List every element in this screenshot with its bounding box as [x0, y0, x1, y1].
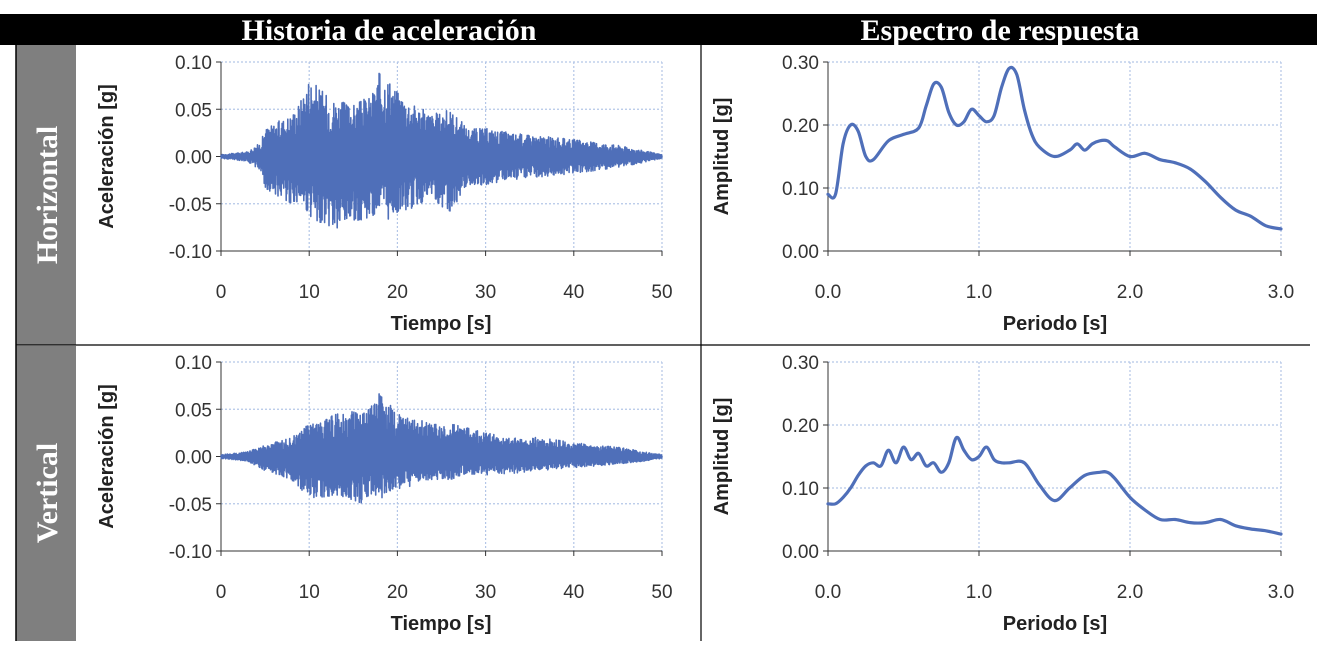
y-tick-label: 0.00	[175, 148, 212, 169]
chart-vertical-acceleration: -0.10 -0.05 0.00 0.05 0.10 0 10 20 30 40 50 Tiempo …	[96, 353, 673, 635]
y-axis-title: Amplitud [g]	[711, 398, 733, 516]
x-tick-label: 30	[475, 282, 496, 303]
y-tick-label: 0.05	[175, 400, 212, 421]
x-tick-label: 20	[387, 282, 408, 303]
x-tick-label: 40	[563, 282, 584, 303]
y-tick-label: 0.10	[175, 53, 212, 74]
y-tick-label: -0.10	[169, 242, 212, 263]
row-label-cell-vertical	[16, 346, 76, 641]
y-tick-label: -0.05	[169, 495, 212, 516]
x-tick-label: 0.0	[815, 582, 841, 603]
y-tick-label: 0.10	[782, 179, 819, 200]
x-axis-title: Tiempo [s]	[391, 313, 492, 335]
x-tick-label: 1.0	[966, 282, 992, 303]
x-tick-label: 0	[216, 582, 227, 603]
y-tick-label: 0.10	[175, 353, 212, 374]
y-tick-label: -0.10	[169, 542, 212, 563]
y-axis-title: Amplitud [g]	[711, 98, 733, 216]
right-column-header: Espectro de respuesta	[861, 14, 1140, 47]
x-tick-label: 40	[563, 582, 584, 603]
x-tick-label: 2.0	[1117, 282, 1143, 303]
x-tick-label: 2.0	[1117, 582, 1143, 603]
series-line	[220, 393, 663, 504]
y-tick-label: 0.00	[175, 448, 212, 469]
y-tick-label: 0.00	[782, 542, 819, 563]
x-tick-label: 3.0	[1268, 282, 1294, 303]
row-label-vertical: Vertical	[31, 443, 64, 544]
y-tick-label: 0.05	[175, 100, 212, 121]
y-axis-title: Aceleración [g]	[96, 84, 118, 228]
y-tick-label: 0.30	[782, 53, 819, 74]
x-tick-label: 0	[216, 282, 227, 303]
x-tick-label: 30	[475, 582, 496, 603]
y-tick-label: -0.05	[169, 195, 212, 216]
x-axis-title: Periodo [s]	[1003, 613, 1107, 635]
row-label-horizontal: Horizontal	[31, 126, 64, 264]
y-tick-label: 0.00	[782, 242, 819, 263]
y-tick-label: 0.30	[782, 353, 819, 374]
left-column-header: Historia de aceleración	[242, 14, 537, 47]
header-bar	[0, 14, 1317, 45]
series-line	[826, 435, 1283, 536]
x-tick-label: 10	[299, 582, 320, 603]
x-axis-title: Periodo [s]	[1003, 313, 1107, 335]
chart-horizontal-spectrum: 0.00 0.10 0.20 0.30 0.0 1.0 2.0 3.0 Periodo [s] A…	[711, 53, 1294, 335]
x-tick-label: 1.0	[966, 582, 992, 603]
series-line	[826, 65, 1283, 231]
x-tick-label: 20	[387, 582, 408, 603]
x-tick-label: 3.0	[1268, 582, 1294, 603]
chart-vertical-spectrum: 0.00 0.10 0.20 0.30 0.0 1.0 2.0 3.0 Periodo [s] A…	[711, 353, 1294, 635]
chart-horizontal-acceleration: -0.10 -0.05 0.00 0.05 0.10 0 10 20 30 40 50 Tiempo …	[96, 53, 673, 335]
x-axis-title: Tiempo [s]	[391, 613, 492, 635]
x-tick-label: 50	[651, 282, 672, 303]
x-tick-label: 10	[299, 282, 320, 303]
series-line	[220, 72, 663, 229]
x-tick-label: 0.0	[815, 282, 841, 303]
x-tick-label: 50	[651, 582, 672, 603]
y-tick-label: 0.20	[782, 416, 819, 437]
y-axis-title: Aceleración [g]	[96, 384, 118, 528]
y-tick-label: 0.10	[782, 479, 819, 500]
y-tick-label: 0.20	[782, 116, 819, 137]
row-label-cell-horizontal	[16, 45, 76, 345]
